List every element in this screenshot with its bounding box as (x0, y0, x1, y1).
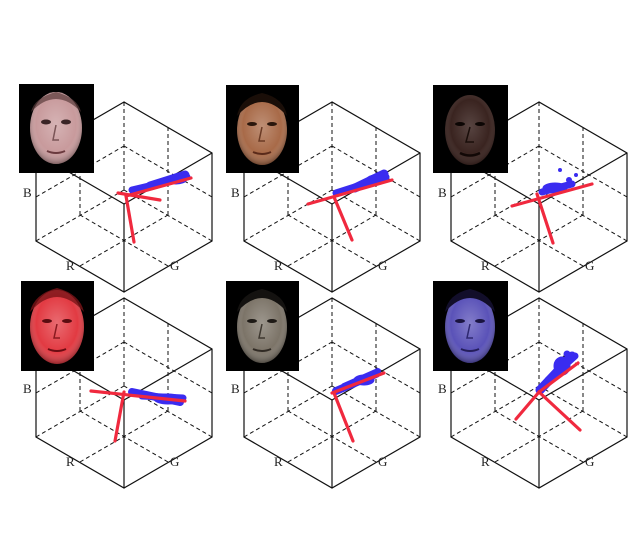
axis-label-b: B (438, 381, 447, 396)
rgb-cube (35, 297, 213, 489)
axis-label-g: G (378, 454, 387, 469)
axis-label-g: G (585, 454, 594, 469)
axis-label-b: B (231, 381, 240, 396)
axis-label-b: B (23, 381, 32, 396)
principal-axes (510, 182, 594, 245)
axis-label-b: B (231, 185, 240, 200)
axis-label-g: G (170, 454, 179, 469)
point-cloud (332, 169, 390, 197)
panel-3: B R G (433, 85, 628, 293)
axis-label-r: R (481, 454, 490, 469)
panel-6: B R G (433, 281, 628, 489)
principal-axes (116, 176, 193, 244)
principal-axes (89, 389, 187, 443)
panel-5: B R G (226, 281, 421, 489)
face-photo-4-icon (21, 281, 94, 371)
face-photo-6-icon (433, 281, 508, 371)
axis-label-r: R (66, 454, 75, 469)
axis-label-r: R (274, 454, 283, 469)
panel-4: B R G (21, 281, 213, 489)
axis-label-r: R (274, 258, 283, 273)
axis-label-b: B (438, 185, 447, 200)
axis-label-g: G (585, 258, 594, 273)
principal-axes (514, 361, 582, 432)
face-photo-5-icon (226, 281, 299, 371)
panel-2: B R G (226, 85, 421, 293)
axis-label-r: R (66, 258, 75, 273)
axis-label-g: G (378, 258, 387, 273)
axis-label-g: G (170, 258, 179, 273)
point-cloud (538, 168, 578, 196)
face-photo-2-icon (226, 85, 299, 173)
principal-axes (330, 371, 386, 443)
panel-1: B R G (19, 84, 213, 293)
face-photo-3-icon (433, 85, 508, 173)
axis-label-b: B (23, 185, 32, 200)
axis-label-r: R (481, 258, 490, 273)
rgb-cube (35, 101, 213, 293)
face-photo-1-icon (19, 84, 94, 173)
principal-axes (306, 178, 394, 242)
